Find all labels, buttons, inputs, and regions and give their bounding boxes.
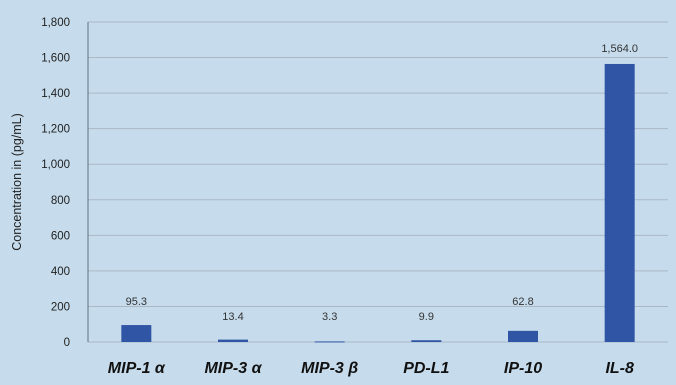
x-category-label: PD-L1 bbox=[403, 360, 449, 377]
bars bbox=[121, 63, 635, 343]
y-tick-label: 1,000 bbox=[41, 159, 70, 171]
x-category-label: IP-10 bbox=[504, 360, 542, 377]
value-label: 9.9 bbox=[419, 311, 434, 323]
y-tick-label: 600 bbox=[51, 230, 70, 242]
value-label: 3.3 bbox=[322, 311, 337, 323]
value-label: 13.4 bbox=[222, 311, 243, 323]
y-tick-label: 400 bbox=[51, 266, 70, 278]
x-category-label: MIP-3 α bbox=[204, 360, 262, 377]
bar-1 bbox=[218, 339, 248, 342]
x-category-label: MIP-3 β bbox=[301, 360, 358, 377]
bar-2 bbox=[314, 341, 345, 343]
y-axis-label: Concentration in (pg/mL) bbox=[10, 113, 24, 251]
y-tick-label: 1,200 bbox=[41, 124, 70, 136]
y-tick-label: 0 bbox=[64, 337, 70, 349]
value-labels: 95.3 13.4 3.3 9.9 62.8 1,564.0 bbox=[126, 43, 638, 323]
value-label: 62.8 bbox=[512, 296, 533, 308]
y-tick-label: 800 bbox=[51, 195, 70, 207]
x-category-label: MIP-1 α bbox=[108, 360, 166, 377]
value-label: 1,564.0 bbox=[601, 43, 638, 55]
bar-3 bbox=[411, 340, 442, 342]
y-tick-label: 1,400 bbox=[41, 88, 70, 100]
bar-0 bbox=[121, 325, 152, 342]
x-category-label: IL-8 bbox=[605, 360, 634, 377]
category-labels: MIP-1 α MIP-3 α MIP-3 β PD-L1 IP-10 IL-8 bbox=[108, 360, 634, 377]
y-axis-ticks: 0 200 400 600 800 1,000 1,200 1,400 1,600 1,800 bbox=[41, 17, 70, 349]
y-tick-label: 200 bbox=[51, 301, 70, 313]
value-label: 95.3 bbox=[126, 296, 147, 308]
bar-5 bbox=[604, 63, 635, 342]
y-tick-label: 1,800 bbox=[41, 17, 70, 29]
gridlines bbox=[88, 21, 668, 343]
y-tick-label: 1,600 bbox=[41, 53, 70, 65]
bar-4 bbox=[508, 330, 538, 342]
